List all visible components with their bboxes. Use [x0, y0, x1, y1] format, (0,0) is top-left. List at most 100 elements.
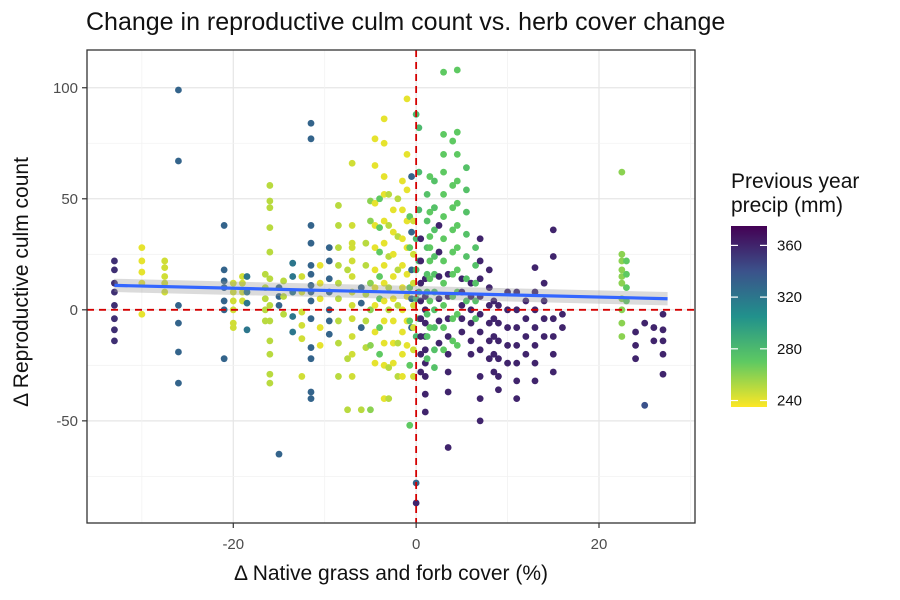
data-point — [389, 317, 397, 325]
data-point — [307, 355, 315, 363]
data-point — [421, 319, 429, 327]
data-point — [444, 350, 452, 358]
data-point — [399, 206, 406, 214]
data-point — [408, 228, 415, 236]
data-point — [444, 388, 452, 396]
data-point — [325, 275, 333, 283]
data-point — [426, 275, 434, 283]
data-point — [380, 317, 388, 325]
data-point — [161, 257, 169, 265]
data-point — [266, 379, 274, 387]
data-point — [495, 373, 502, 380]
data-point — [513, 377, 521, 385]
data-point — [472, 279, 479, 287]
data-point — [357, 299, 365, 307]
data-point — [138, 310, 146, 318]
data-point — [357, 324, 365, 331]
data-point — [641, 319, 649, 327]
data-point — [229, 297, 237, 305]
data-point — [380, 339, 388, 347]
data-point — [531, 288, 539, 296]
data-point — [618, 168, 626, 176]
data-point — [476, 417, 484, 425]
data-point — [325, 330, 333, 338]
data-point — [161, 273, 169, 280]
data-point — [440, 190, 447, 198]
data-point — [376, 195, 383, 203]
data-point — [449, 204, 457, 212]
data-point — [111, 326, 118, 334]
data-point — [266, 248, 274, 256]
data-point — [421, 390, 429, 398]
data-point — [467, 337, 475, 345]
data-point — [426, 233, 434, 240]
data-point — [463, 253, 470, 260]
data-point — [289, 273, 297, 280]
data-point — [421, 373, 429, 380]
data-point — [316, 279, 324, 287]
data-point — [138, 257, 146, 265]
data-point — [463, 230, 470, 238]
data-point — [421, 346, 429, 354]
data-point — [307, 270, 315, 278]
data-point — [504, 359, 511, 367]
data-point — [618, 266, 626, 274]
data-point — [440, 301, 447, 309]
data-point — [325, 244, 333, 252]
data-point — [348, 244, 356, 252]
data-point — [449, 337, 457, 345]
data-point — [659, 310, 667, 318]
data-point — [280, 310, 287, 318]
data-point — [659, 350, 667, 358]
data-point — [307, 119, 315, 127]
data-point — [476, 257, 484, 265]
data-point — [453, 244, 461, 252]
data-point — [403, 341, 411, 349]
data-point — [415, 206, 423, 214]
data-point — [298, 335, 306, 343]
data-point — [220, 297, 228, 305]
data-point — [406, 361, 414, 369]
data-point — [431, 253, 438, 260]
data-point — [431, 177, 438, 185]
data-point — [367, 217, 374, 225]
data-point — [371, 301, 379, 309]
data-point — [408, 173, 415, 180]
data-point — [348, 333, 356, 340]
data-point — [389, 228, 397, 236]
data-point — [175, 157, 182, 165]
data-point — [426, 208, 434, 216]
data-point — [485, 284, 493, 292]
data-point — [504, 324, 511, 331]
data-point — [280, 277, 287, 285]
data-point — [490, 333, 498, 340]
data-point — [632, 328, 639, 336]
data-point — [463, 186, 470, 194]
data-point — [531, 377, 539, 385]
data-point — [348, 159, 356, 167]
data-point — [476, 346, 484, 354]
data-point — [367, 406, 374, 414]
data-point — [316, 341, 324, 349]
data-point — [426, 297, 434, 305]
data-point — [522, 350, 530, 358]
data-point — [376, 224, 383, 232]
data-point — [435, 273, 443, 280]
data-point — [380, 217, 388, 225]
data-point — [476, 310, 484, 318]
data-point — [389, 250, 397, 258]
data-point — [453, 199, 461, 207]
data-point — [371, 359, 379, 367]
data-point — [623, 270, 630, 278]
data-point — [389, 359, 397, 367]
data-point — [243, 273, 251, 280]
data-point — [485, 319, 493, 327]
data-point — [389, 273, 397, 280]
data-point — [623, 284, 630, 292]
data-point — [449, 137, 457, 145]
data-point — [335, 244, 342, 252]
data-point — [335, 202, 342, 209]
data-point — [513, 359, 521, 367]
x-tick-label: -20 — [222, 536, 244, 553]
trend-line — [114, 278, 668, 306]
